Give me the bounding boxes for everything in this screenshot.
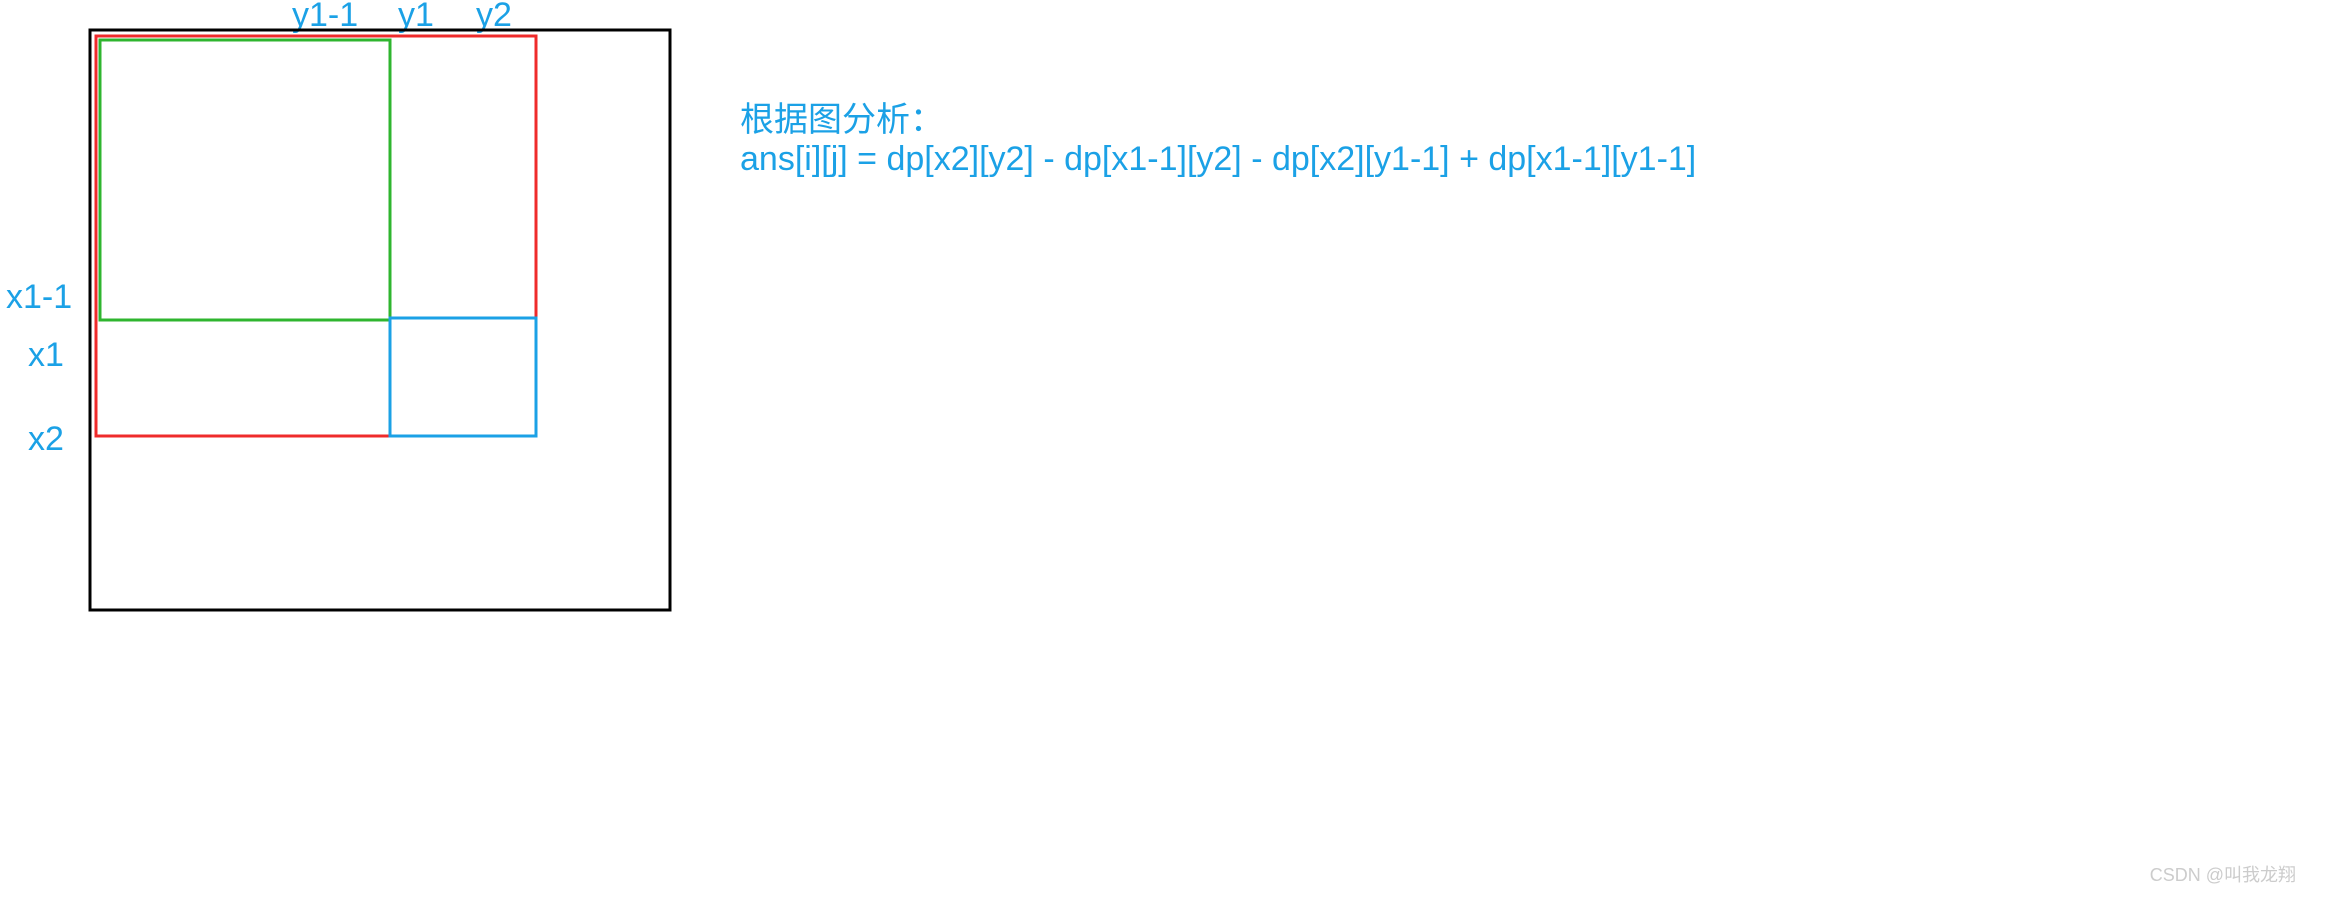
analysis-heading: 根据图分析： [740,92,944,141]
watermark: CSDN @叫我龙翔 [2150,861,2296,887]
diagram-canvas: y1-1 y1 y2 x1-1 x1 x2 根据图分析： ans[i][j] =… [0,0,2326,907]
red-box [96,36,536,436]
formula-text: ans[i][j] = dp[x2][y2] - dp[x1-1][y2] - … [740,140,1696,179]
blue-box [390,318,536,436]
green-box [100,40,390,320]
diagram-svg [0,0,700,640]
